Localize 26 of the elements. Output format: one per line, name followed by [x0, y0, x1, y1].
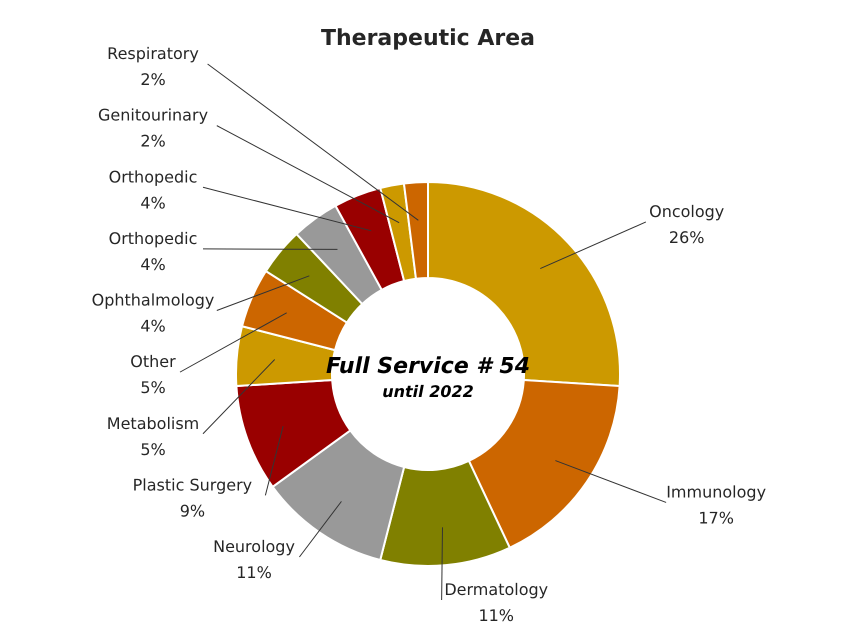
- data-label: 9%: [180, 501, 206, 520]
- data-label: 4%: [140, 193, 166, 212]
- slice-label: Neurology: [213, 537, 295, 556]
- slice-label: Metabolism: [106, 414, 200, 433]
- data-label: 11%: [236, 563, 272, 582]
- chart-title: Therapeutic Area: [320, 26, 536, 51]
- slice-label: Orthopedic: [108, 167, 198, 186]
- data-label: 4%: [140, 316, 166, 336]
- slice-label: Respiratory: [107, 44, 199, 63]
- data-label: 17%: [698, 508, 734, 528]
- data-label: 26%: [668, 228, 704, 247]
- slice-label: Immunology: [666, 482, 766, 502]
- slice-label: Other: [130, 352, 176, 372]
- data-label: 5%: [140, 440, 166, 459]
- text: until 2022: [382, 382, 474, 401]
- slice-label: Genitourinary: [98, 106, 208, 125]
- slice-label: Orthopedic: [108, 228, 198, 248]
- data-label: 11%: [478, 606, 514, 625]
- data-label: 4%: [140, 254, 166, 274]
- slice-label: Plastic Surgery: [132, 475, 252, 494]
- slice-label: Dermatology: [444, 580, 548, 599]
- data-label: 5%: [140, 378, 166, 398]
- slice-label: Ophthalmology: [92, 290, 214, 310]
- data-label: 2%: [140, 70, 166, 89]
- slice-label: Oncology: [649, 202, 724, 221]
- data-label: 2%: [140, 132, 166, 151]
